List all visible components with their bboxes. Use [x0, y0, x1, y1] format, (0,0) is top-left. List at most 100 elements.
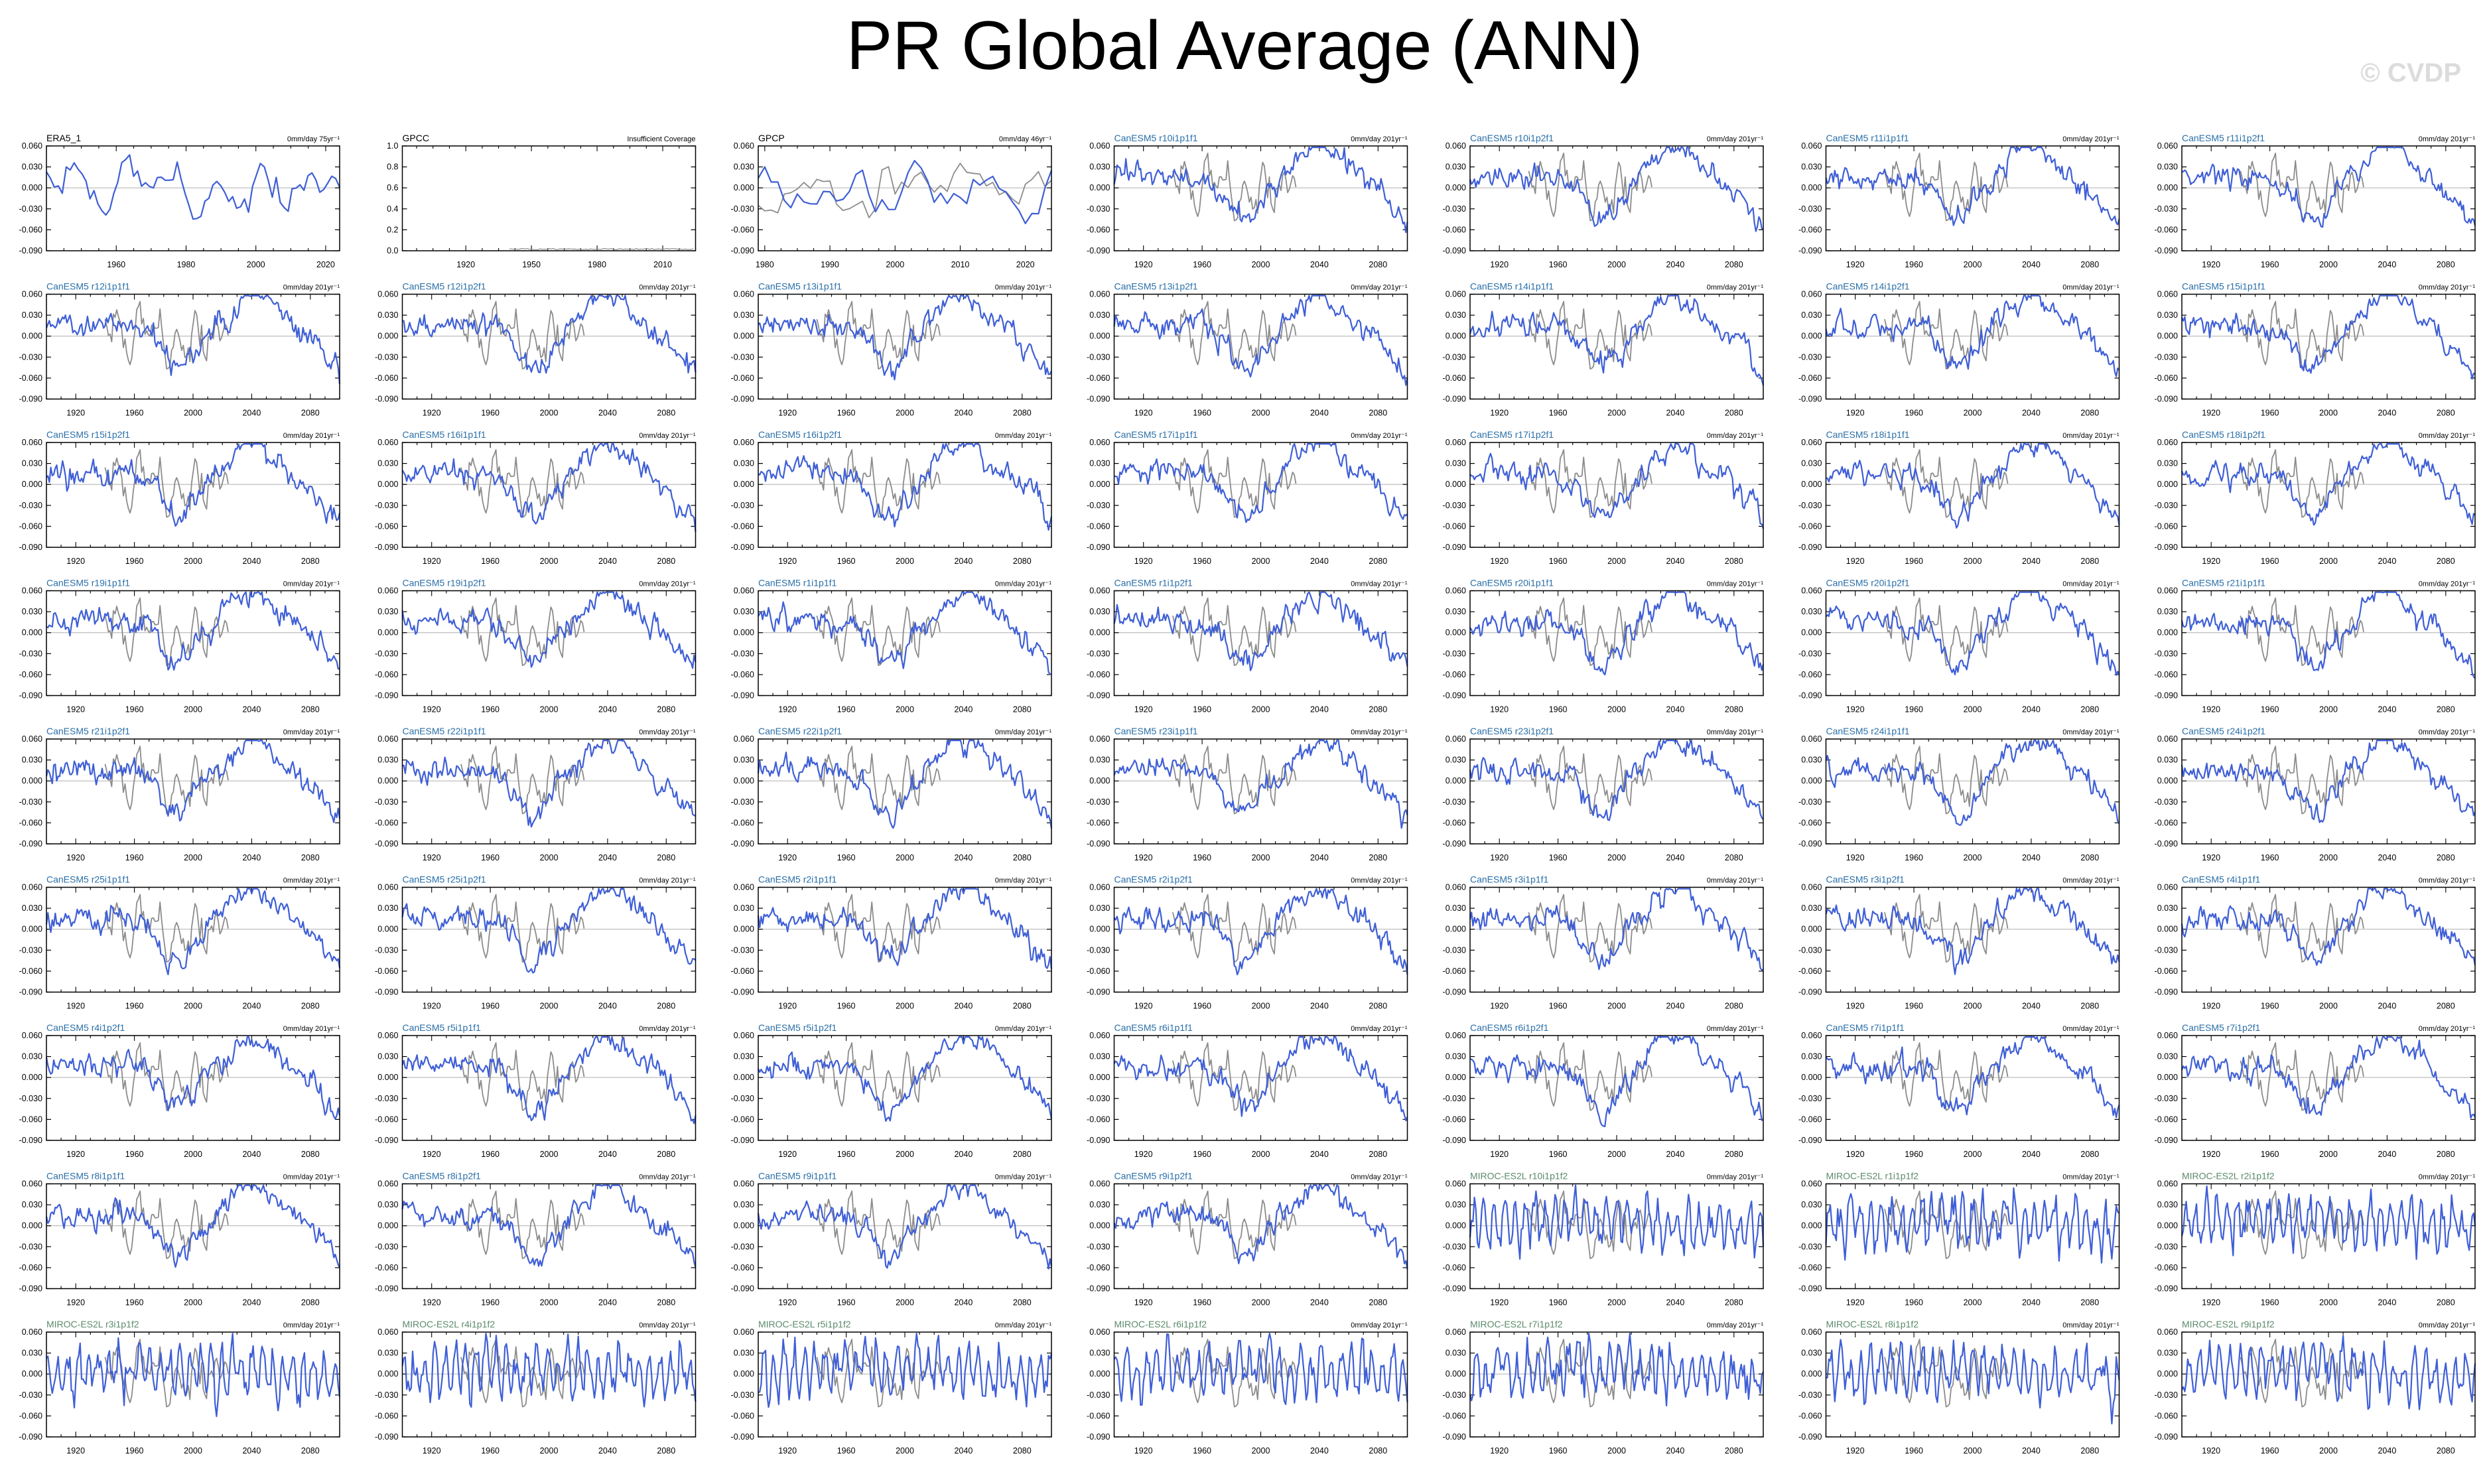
series-line	[1469, 740, 1764, 821]
panel-stat: 0mm/day 201yr⁻¹	[2419, 284, 2476, 292]
y-tick-label: 0.000	[734, 1221, 754, 1231]
x-tick-label: 2040	[1310, 1002, 1329, 1011]
panel-title: MIROC-ES2L r9i1p1f2	[2182, 1319, 2275, 1329]
panel-canesm5-r16i1p2f1: CanESM5 r16i1p2f1 0mm/day 201yr⁻¹ 0.060 0.0…	[731, 429, 1053, 566]
x-tick-label: 2000	[184, 705, 202, 714]
y-tick-label: -0.060	[1798, 373, 1822, 383]
x-tick-label: 1920	[1134, 1150, 1153, 1159]
panel-title: CanESM5 r18i1p2f1	[2182, 429, 2265, 440]
y-tick-label: 0.030	[1801, 459, 1822, 468]
obs-overlay-line	[104, 301, 229, 370]
x-tick-label: 2040	[1666, 409, 1684, 418]
plot-frame	[758, 1331, 1052, 1438]
plot-frame	[46, 145, 340, 251]
series-line	[401, 888, 697, 974]
plot-frame	[1113, 442, 1408, 548]
y-tick-label: 0.030	[734, 607, 754, 616]
x-tick-label: 2000	[1252, 1002, 1270, 1011]
x-tick-label: 2080	[1013, 1298, 1032, 1308]
x-tick-label: 1960	[125, 409, 144, 418]
y-tick-label: 0.060	[22, 1180, 42, 1189]
x-tick-label: 1960	[837, 1298, 856, 1308]
y-tick-label: 0.030	[2157, 310, 2178, 320]
x-tick-label: 1920	[2202, 1002, 2220, 1011]
y-tick-label: -0.060	[2155, 670, 2178, 679]
series-line	[1469, 147, 1764, 232]
x-tick-label: 2040	[2378, 1150, 2396, 1159]
y-tick-label: 0.000	[1446, 1369, 1466, 1379]
x-tick-label: 2080	[657, 1150, 675, 1159]
obs-overlay-line	[816, 1190, 941, 1259]
x-tick-label: 1920	[2202, 1298, 2220, 1308]
panel-title: CanESM5 r17i1p1f1	[1114, 429, 1198, 440]
panel-canesm5-r11i1p1f1: CanESM5 r11i1p1f1 0mm/day 201yr⁻¹ 0.060 0.0…	[1798, 133, 2120, 269]
series-line	[2181, 591, 2476, 679]
y-tick-label: 0.000	[1089, 1221, 1110, 1231]
y-tick-label: -0.030	[1798, 649, 1822, 658]
y-tick-label: -0.090	[1087, 1432, 1110, 1442]
y-tick-label: 0.000	[1801, 1369, 1822, 1379]
series-line	[1825, 888, 2120, 975]
panel-stat: 0mm/day 201yr⁻¹	[283, 728, 340, 736]
y-tick-label: -0.090	[1087, 988, 1110, 997]
y-tick-label: -0.030	[731, 352, 754, 362]
x-tick-label: 1960	[1905, 1446, 1923, 1455]
y-tick-label: 0.000	[377, 776, 398, 785]
series-line	[1825, 591, 2120, 676]
x-tick-label: 2040	[2378, 409, 2396, 418]
x-tick-label: 1960	[1905, 557, 1923, 566]
x-tick-label: 1920	[66, 705, 85, 714]
y-tick-label: 0.060	[1089, 883, 1110, 892]
series-line	[757, 740, 1053, 829]
obs-overlay-line	[2240, 1042, 2364, 1111]
x-tick-label: 2080	[301, 705, 320, 714]
y-tick-label: -0.060	[2155, 373, 2178, 383]
x-tick-label: 2080	[301, 1298, 320, 1308]
panel-title: CanESM5 r2i1p1f1	[758, 874, 837, 885]
y-tick-label: 0.000	[22, 925, 42, 934]
panel-title: CanESM5 r21i1p1f1	[2182, 578, 2265, 588]
panel-title: CanESM5 r18i1p1f1	[1826, 429, 1910, 440]
y-tick-label: -0.090	[731, 691, 754, 701]
series-line	[2181, 740, 2476, 823]
x-tick-label: 2080	[2437, 260, 2455, 269]
plot-frame	[758, 590, 1052, 697]
x-tick-label: 1960	[125, 1298, 144, 1308]
x-tick-label: 1960	[1905, 705, 1923, 714]
series-line	[1469, 591, 1765, 676]
y-tick-label: -0.090	[731, 246, 754, 255]
x-tick-label: 2020	[1016, 260, 1035, 269]
obs-overlay-line	[816, 449, 941, 518]
y-tick-label: 0.030	[1446, 163, 1466, 172]
x-tick-label: 1960	[481, 1150, 500, 1159]
panel-stat: 0mm/day 201yr⁻¹	[2419, 1174, 2476, 1181]
y-tick-label: 0.030	[2157, 1200, 2178, 1209]
y-tick-label: 0.000	[2157, 332, 2178, 341]
y-tick-label: 0.000	[1089, 183, 1110, 192]
y-tick-label: 0.060	[734, 734, 754, 744]
panel-title: ERA5_1	[46, 133, 81, 143]
x-tick-label: 2000	[1607, 409, 1626, 418]
y-tick-label: 0.060	[1801, 290, 1822, 299]
x-tick-label: 1960	[125, 557, 144, 566]
x-tick-label: 2000	[2319, 1150, 2338, 1159]
y-tick-label: 0.000	[2157, 925, 2178, 934]
panel-title: CanESM5 r19i1p2f1	[403, 578, 486, 588]
y-tick-label: 0.060	[734, 1031, 754, 1040]
panel-title: CanESM5 r13i1p1f1	[758, 281, 842, 292]
y-tick-label: -0.030	[375, 945, 398, 955]
panel-stat: 0mm/day 201yr⁻¹	[2419, 1321, 2476, 1329]
x-tick-label: 2040	[598, 1150, 617, 1159]
plot-frame	[758, 293, 1052, 400]
obs-overlay-line	[1528, 746, 1652, 815]
series-line	[758, 591, 1052, 675]
x-tick-label: 2080	[2437, 705, 2455, 714]
obs-overlay-line	[460, 746, 585, 815]
x-tick-label: 2080	[1369, 1002, 1387, 1011]
y-tick-label: -0.060	[731, 670, 754, 679]
x-tick-label: 2080	[1725, 705, 1743, 714]
series-line	[1113, 740, 1408, 829]
y-tick-label: -0.090	[1798, 395, 1822, 404]
x-tick-label: 1960	[1549, 705, 1568, 714]
x-tick-label: 2040	[2022, 557, 2041, 566]
